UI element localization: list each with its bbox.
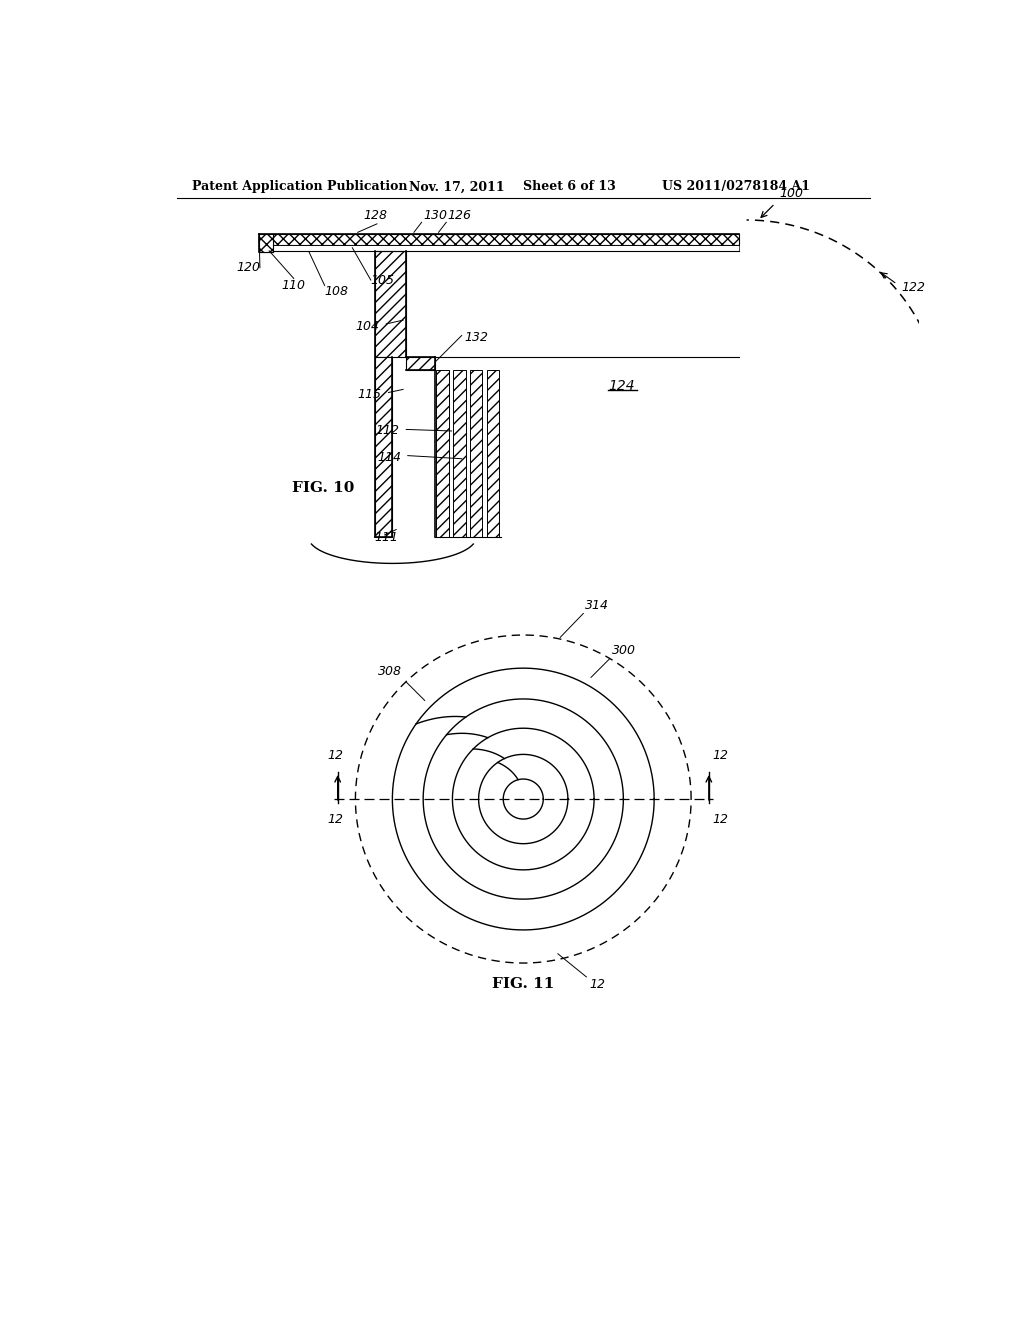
Text: 104: 104 (355, 319, 380, 333)
Text: 100: 100 (779, 186, 803, 199)
Text: 112: 112 (376, 425, 399, 437)
Polygon shape (376, 251, 407, 358)
Polygon shape (470, 370, 482, 537)
Polygon shape (376, 358, 392, 537)
Text: FIG. 11: FIG. 11 (493, 977, 554, 991)
Text: 108: 108 (325, 285, 348, 298)
Text: 111: 111 (374, 531, 398, 544)
Text: 132: 132 (464, 330, 488, 343)
Text: 115: 115 (357, 388, 381, 401)
Text: 12: 12 (713, 813, 729, 826)
Text: Sheet 6 of 13: Sheet 6 of 13 (523, 181, 616, 194)
Text: 122: 122 (901, 281, 925, 294)
Polygon shape (487, 370, 500, 537)
Text: 128: 128 (364, 210, 387, 222)
Text: 12: 12 (328, 813, 343, 826)
Text: Nov. 17, 2011: Nov. 17, 2011 (410, 181, 505, 194)
Text: 114: 114 (377, 450, 401, 463)
Polygon shape (273, 246, 739, 251)
Text: 110: 110 (282, 279, 306, 292)
Polygon shape (273, 234, 739, 246)
Text: 12: 12 (590, 978, 605, 991)
Text: 308: 308 (379, 665, 402, 678)
Text: Patent Application Publication: Patent Application Publication (193, 181, 408, 194)
Polygon shape (436, 370, 449, 537)
Text: 126: 126 (447, 210, 472, 222)
Text: 300: 300 (611, 644, 636, 656)
Polygon shape (259, 234, 273, 252)
Text: 314: 314 (585, 599, 609, 612)
Text: 120: 120 (236, 261, 260, 275)
Text: US 2011/0278184 A1: US 2011/0278184 A1 (662, 181, 810, 194)
Text: FIG. 10: FIG. 10 (292, 480, 354, 495)
Text: 124: 124 (608, 379, 635, 392)
Polygon shape (454, 370, 466, 537)
Text: 12: 12 (713, 748, 729, 762)
Text: 130: 130 (423, 210, 447, 222)
Polygon shape (407, 358, 435, 370)
Text: 105: 105 (371, 273, 395, 286)
Text: 12: 12 (328, 748, 343, 762)
